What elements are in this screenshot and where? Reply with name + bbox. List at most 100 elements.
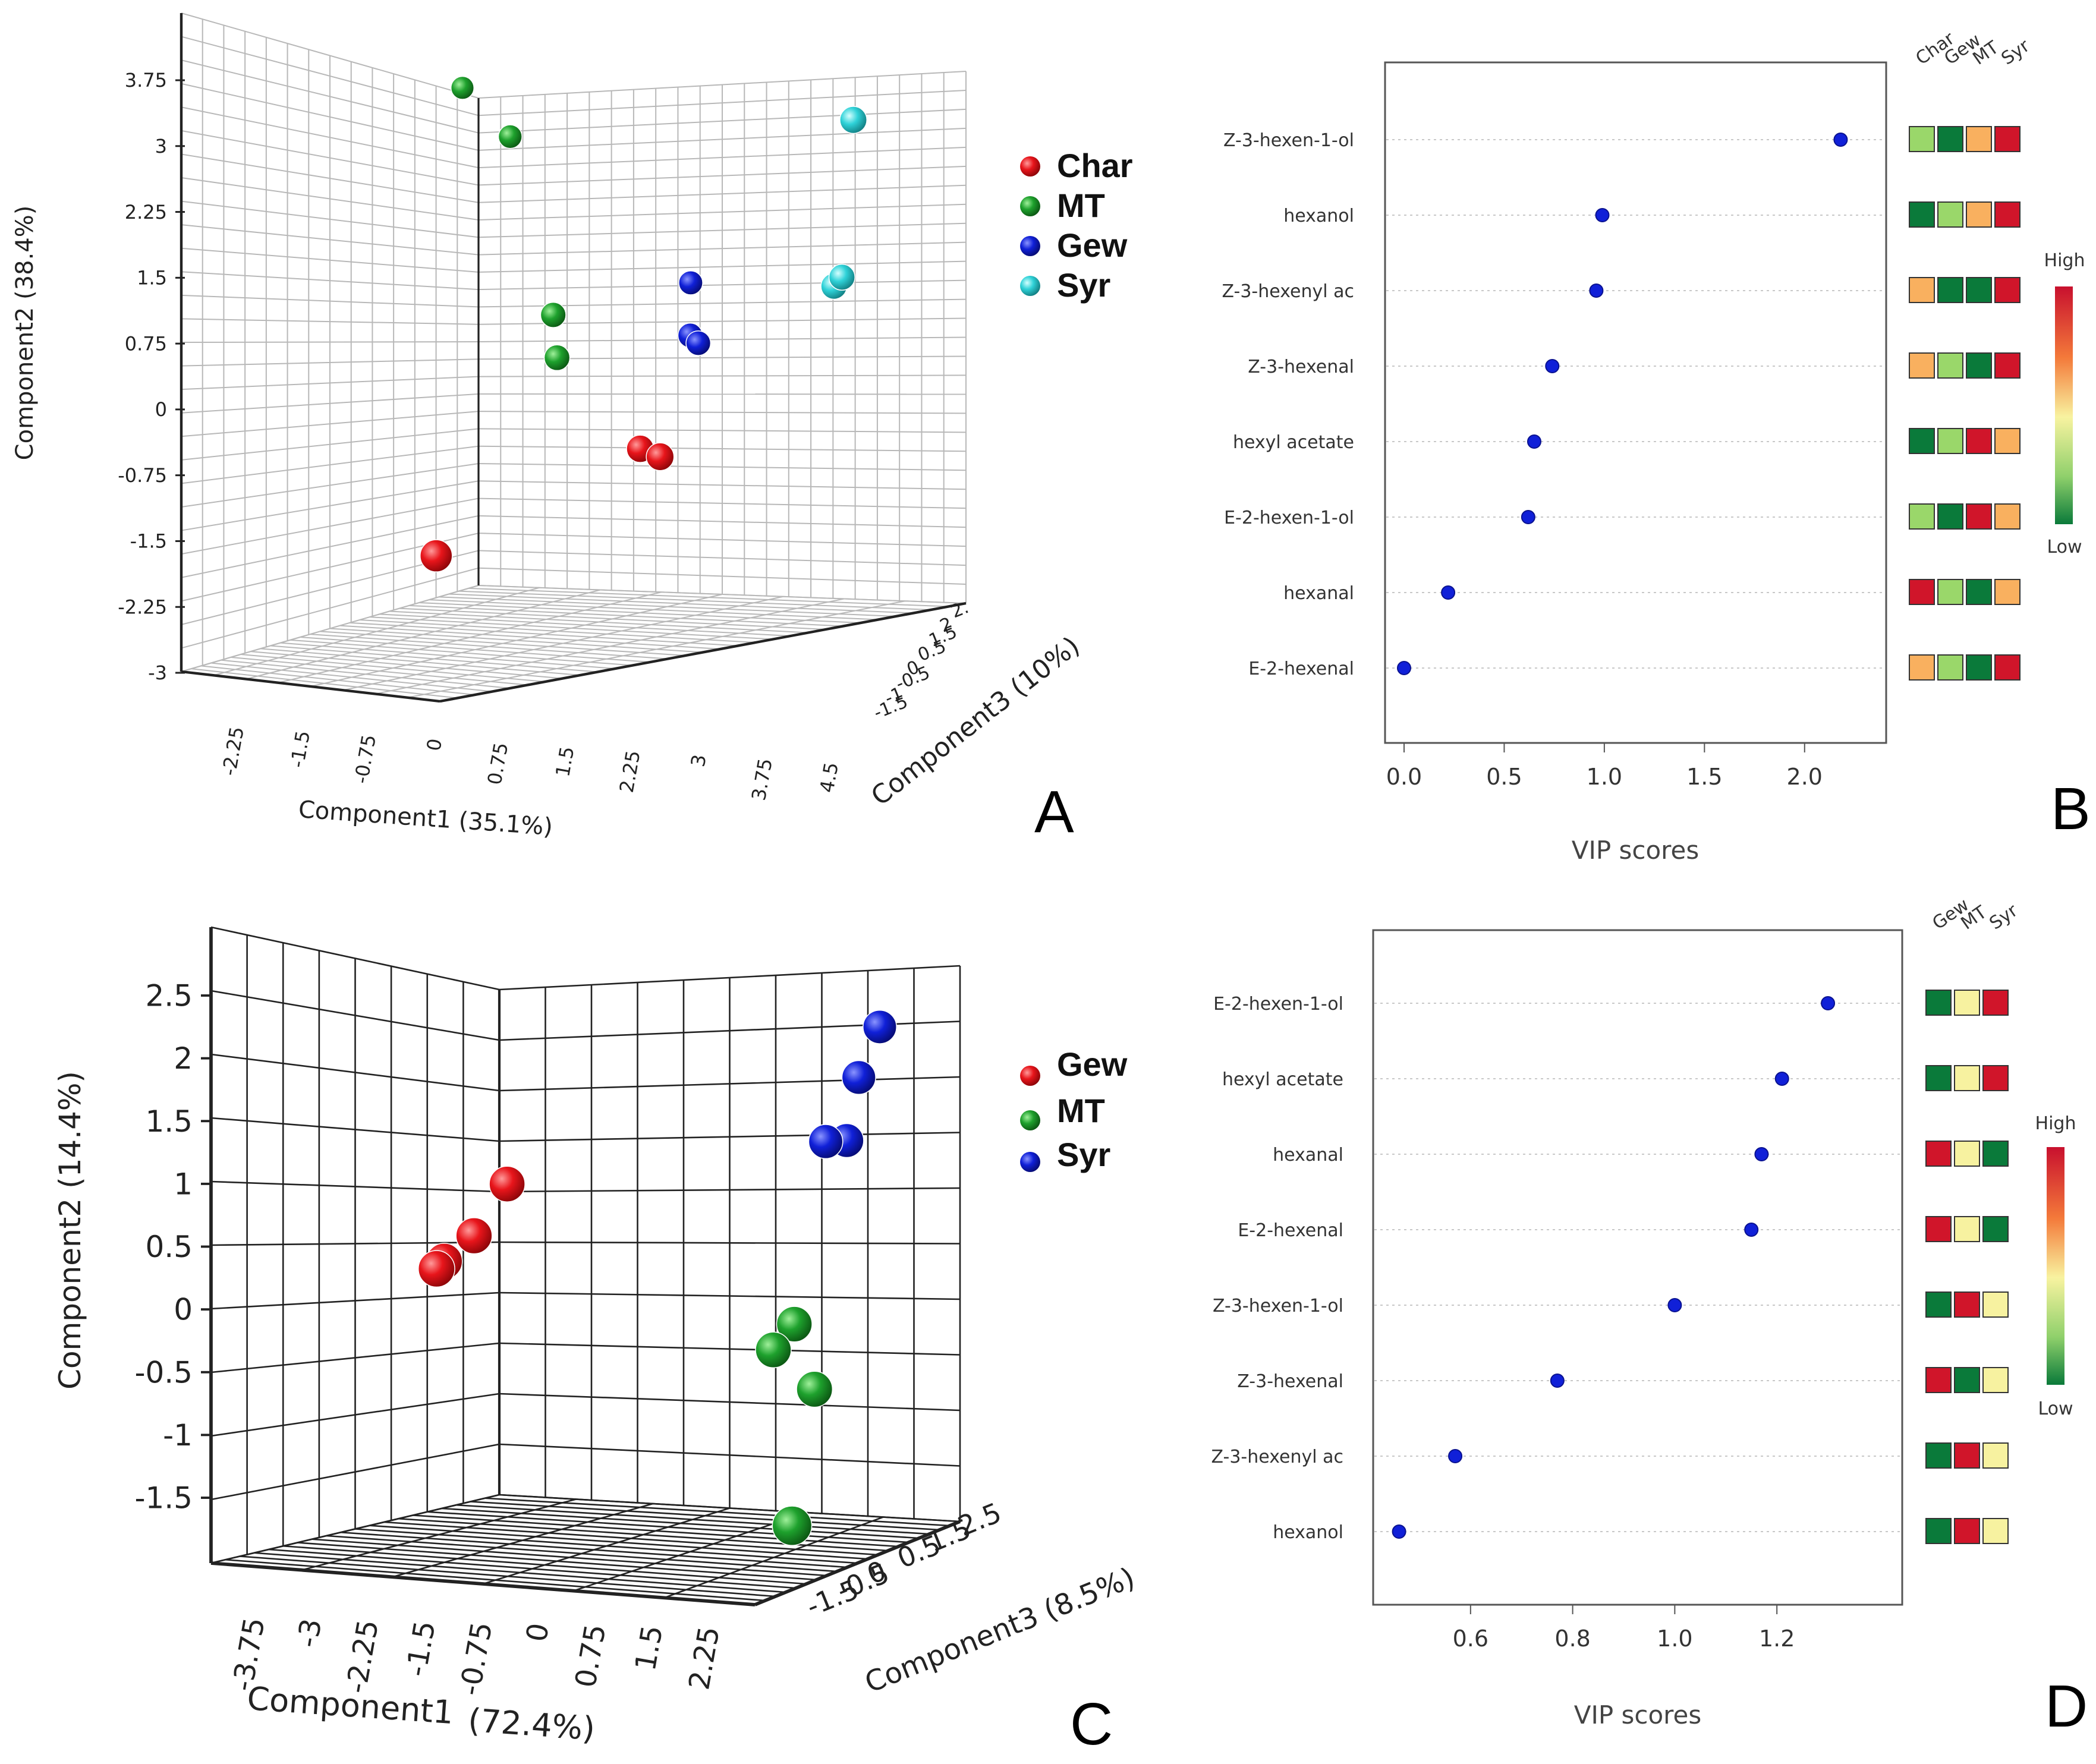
x-tick-label: -2.25 <box>339 1617 385 1696</box>
heatmap-cell <box>1909 201 1935 228</box>
heatmap-cell <box>1966 503 1992 530</box>
panel-a: 3.75 3 2.25 1.5 0.75 0 -0.75 -1.5 -2.25 -3 -2.25 -1… <box>11 12 1133 845</box>
feature-label: Z-3-hexenyl ac <box>1211 1447 1343 1467</box>
vip-point <box>1595 208 1610 222</box>
heatmap-cell <box>1982 1216 2009 1242</box>
heatmap-column-label: Syr <box>1986 900 2022 934</box>
x-tick-label: 0.5 <box>1486 764 1522 790</box>
legend-dot-mt <box>1020 196 1040 216</box>
point-gew <box>455 1217 493 1255</box>
panel-b-colorbar-low: Low <box>2047 537 2082 557</box>
heatmap-cell <box>1966 201 1992 228</box>
heatmap-cell <box>1966 654 1992 681</box>
feature-label: E-2-hexenal <box>1238 1220 1343 1241</box>
x-tick-label: 0 <box>520 1621 555 1645</box>
vip-point <box>1754 1147 1769 1161</box>
vip-point <box>1589 284 1604 298</box>
panel-d-xlabel: VIP scores <box>1574 1700 1702 1730</box>
feature-label: hexanal <box>1283 583 1354 604</box>
x-tick-label: 1.0 <box>1657 1626 1692 1652</box>
vip-point <box>1833 133 1848 147</box>
feature-label: E-2-hexenal <box>1248 659 1354 679</box>
legend-label-mt: MT <box>1057 187 1105 224</box>
y-tick-label: 2 <box>174 1041 193 1076</box>
heatmap-cell <box>1982 1442 2009 1469</box>
x-tick-label: 0.75 <box>569 1622 613 1690</box>
x-tick-label: 1.2 <box>1759 1626 1795 1652</box>
vip-point <box>1667 1298 1682 1312</box>
z-tick-label: -1.5 <box>871 691 911 723</box>
y-tick-label: -1.5 <box>134 1481 193 1516</box>
panel-letter-b: B <box>2051 776 2091 842</box>
heatmap-cell <box>1994 201 2021 228</box>
heatmap-cell <box>1982 1367 2009 1393</box>
x-tick-label: 3.75 <box>747 757 777 802</box>
x-tick-label: 3 <box>687 752 711 768</box>
feature-label: E-2-hexen-1-ol <box>1224 508 1354 528</box>
x-tick-label: 4.5 <box>816 761 843 795</box>
heatmap-cell <box>1954 1216 1980 1242</box>
x-tick-label: -0.75 <box>454 1620 499 1698</box>
panel-d-colorbar <box>2047 1147 2064 1385</box>
panel-b-xlabel: VIP scores <box>1572 836 1700 865</box>
x-tick-label: 1.5 <box>629 1623 669 1673</box>
y-tick-label: 1.5 <box>137 267 167 289</box>
heatmap-cell <box>1909 579 1935 605</box>
heatmap-cell <box>1954 1292 1980 1318</box>
point-gew <box>489 1166 525 1202</box>
heatmap-cell <box>1994 428 2021 454</box>
heatmap-cell <box>1994 126 2021 152</box>
heatmap-cell <box>1937 352 1963 379</box>
heatmap-cell <box>1954 1065 1980 1091</box>
panel-letter-d: D <box>2045 1673 2088 1740</box>
panel-letter-c: C <box>1070 1691 1113 1757</box>
panel-c-xlabel-pct: (72.4%) <box>467 1702 597 1748</box>
y-tick-label: 0.5 <box>145 1230 193 1264</box>
panel-a-grid <box>180 12 967 703</box>
panel-b-vip-plot: Z-3-hexen-1-ol hexanol Z-3-hexenyl ac Z-3-h… <box>1222 28 2034 790</box>
y-tick-label: -0.75 <box>118 464 167 487</box>
vip-point <box>1392 1524 1406 1539</box>
y-tick-label: 0.75 <box>125 332 167 355</box>
y-tick-label: 0 <box>155 398 167 421</box>
heatmap-cell <box>1982 1141 2009 1167</box>
legend-label-syr: Syr <box>1057 1136 1110 1173</box>
point-gew <box>685 330 712 356</box>
point-mt <box>498 124 523 149</box>
point-mt <box>776 1306 813 1343</box>
y-tick-label: 1.5 <box>145 1104 193 1139</box>
point-mt <box>755 1331 792 1369</box>
y-tick-label: -3 <box>148 662 167 684</box>
x-tick-label: 0 <box>422 737 446 753</box>
legend-dot-mt <box>1020 1110 1040 1130</box>
legend-label-gew: Gew <box>1057 226 1128 264</box>
legend-dot-syr <box>1020 1152 1040 1172</box>
y-tick-label: -0.5 <box>134 1355 193 1390</box>
heatmap-cell <box>1982 1518 2009 1544</box>
legend-label-syr: Syr <box>1057 266 1110 304</box>
heatmap-cell <box>1937 126 1963 152</box>
point-syr <box>841 1060 876 1095</box>
x-tick-label: 2.25 <box>615 749 645 795</box>
heatmap-cell <box>1966 579 1992 605</box>
vip-point <box>1774 1072 1789 1086</box>
panel-b: Z-3-hexen-1-ol hexanol Z-3-hexenyl ac Z-3-h… <box>1222 28 2090 865</box>
heatmap-cell <box>1909 352 1935 379</box>
heatmap-cell <box>1925 1065 1952 1091</box>
x-tick-label: 1.0 <box>1587 764 1622 790</box>
heatmap-cell <box>1937 654 1963 681</box>
panel-c-legend: Gew MT Syr <box>1020 1045 1128 1173</box>
x-tick-label: -3 <box>291 1616 328 1650</box>
point-mt <box>540 301 567 328</box>
heatmap-cell <box>1937 277 1963 303</box>
heatmap-column-label: Syr <box>1998 35 2034 69</box>
panel-a-xlabel: Component1 (35.1%) <box>297 796 553 841</box>
heatmap-cell <box>1966 126 1992 152</box>
panel-c-zlabel: Component3 (8.5%) <box>860 1561 1140 1700</box>
point-mt <box>450 75 475 100</box>
y-tick-label: 2.25 <box>125 201 167 223</box>
panel-a-legend: Char MT Gew Syr <box>1020 147 1133 304</box>
feature-label: hexanol <box>1273 1522 1343 1543</box>
heatmap-cell <box>1925 1518 1952 1544</box>
